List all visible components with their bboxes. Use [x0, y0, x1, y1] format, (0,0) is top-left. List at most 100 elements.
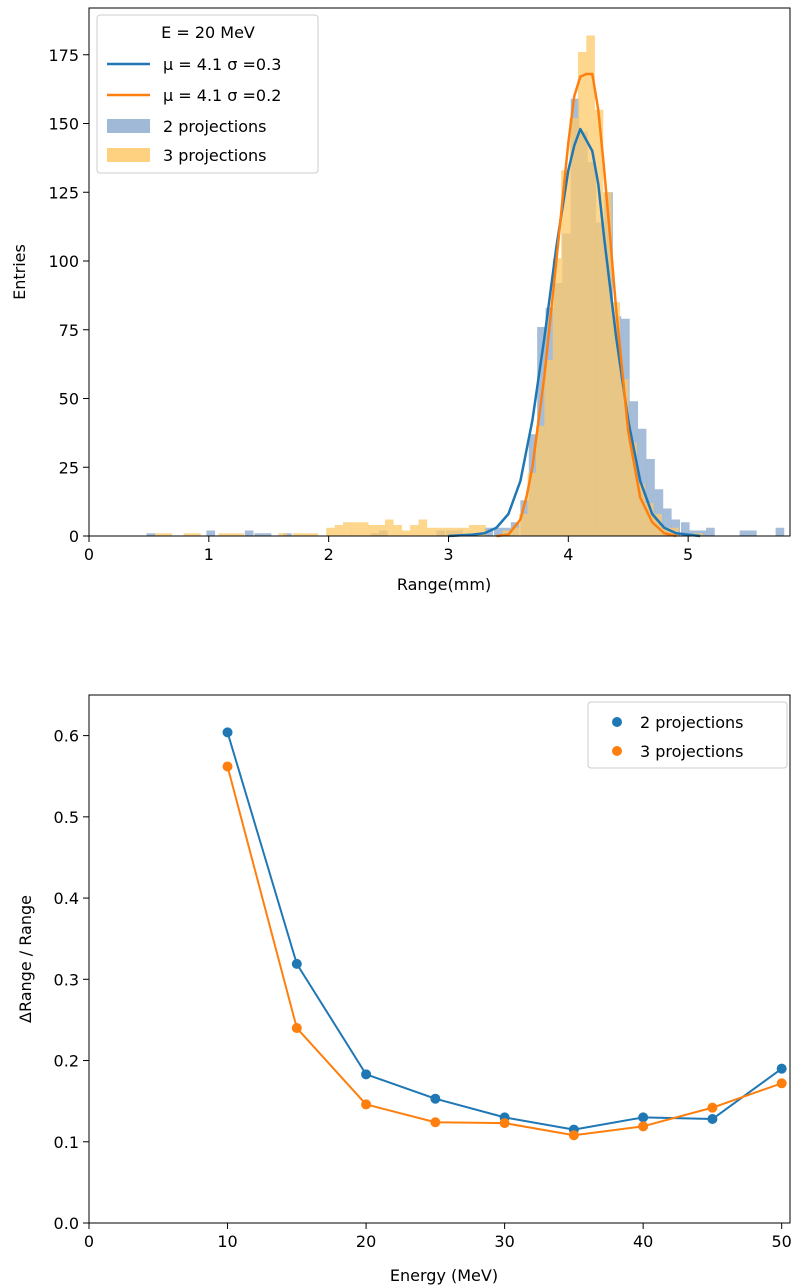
data-point-3proj — [222, 761, 233, 772]
hist-bar-3proj — [552, 258, 562, 536]
hist-bar-3proj — [611, 302, 621, 536]
hist-bar-2proj — [689, 530, 698, 536]
top-x-axis-label: Range(mm) — [397, 575, 491, 594]
y-tick-label: 50 — [59, 390, 79, 409]
y-tick-label: 0.1 — [54, 1133, 79, 1152]
hist-bar-2proj — [254, 533, 263, 536]
top-legend: E = 20 MeV μ = 4.1 σ =0.3 μ = 4.1 σ =0.2… — [96, 14, 319, 174]
hist-bar-3proj — [628, 442, 637, 536]
fit-line-sigma-03 — [448, 127, 701, 538]
data-point-3proj — [291, 1023, 302, 1034]
hist-bar-3proj — [443, 527, 453, 536]
series-line-2proj — [226, 732, 783, 1131]
bottom-x-ticks: 0 10 20 30 40 50 — [84, 1223, 791, 1251]
top-y-ticks: 0 25 50 75 100 125 150 175 — [48, 46, 89, 546]
hist-bar-3proj — [468, 525, 478, 536]
legend-swatch-2proj — [107, 119, 150, 133]
data-point-2proj — [707, 1114, 718, 1125]
hist-bar-3proj — [309, 533, 319, 536]
histogram-chart: 0 1 2 3 4 5 0 25 50 75 100 125 150 175 Range(mm) Ent… — [10, 7, 791, 594]
x-tick-label: 40 — [633, 1232, 653, 1251]
hist-bar-3proj — [292, 533, 302, 536]
y-tick-label: 175 — [48, 46, 79, 65]
y-tick-label: 125 — [48, 183, 79, 202]
hist-bar-3proj — [619, 379, 629, 536]
x-tick-label: 2 — [324, 545, 334, 564]
hist-bar-3proj — [569, 118, 579, 536]
top-y-axis-label: Entries — [10, 244, 29, 300]
data-point-2proj — [222, 727, 233, 738]
fit-line-sigma-02 — [496, 72, 677, 538]
hist-bar-3proj — [435, 527, 444, 536]
legend-swatch-3proj — [107, 148, 150, 162]
hist-bar-3proj — [594, 109, 604, 536]
bottom-x-axis-label: Energy (MeV) — [390, 1266, 498, 1285]
legend-label-3proj: 3 projections — [163, 146, 267, 165]
hist-bar-3proj — [502, 530, 512, 536]
y-tick-label: 100 — [48, 252, 79, 271]
y-tick-label: 75 — [59, 321, 79, 340]
hist-bar-3proj — [301, 533, 310, 536]
hist-bar-3proj — [384, 519, 394, 536]
hist-3-projections — [154, 35, 703, 536]
y-tick-label: 0.3 — [54, 970, 79, 989]
hist-bar-3proj — [154, 533, 164, 536]
x-tick-label: 20 — [356, 1232, 376, 1251]
legend-label-sigma-03: μ = 4.1 σ =0.3 — [163, 55, 281, 74]
x-tick-label: 30 — [494, 1232, 514, 1251]
bottom-legend-label-3proj: 3 projections — [640, 742, 744, 761]
bottom-legend-label-2proj: 2 projections — [640, 713, 744, 732]
hist-bar-3proj — [368, 525, 377, 536]
y-tick-label: 0.5 — [54, 808, 79, 827]
hist-bar-3proj — [586, 35, 595, 536]
bottom-y-ticks: 0.0 0.1 0.2 0.3 0.4 0.5 0.6 — [54, 727, 89, 1233]
hist-bar-3proj — [460, 527, 470, 536]
bottom-legend-box — [587, 701, 788, 769]
y-tick-label: 25 — [59, 458, 79, 477]
bottom-y-axis-label: ΔRange / Range — [16, 895, 35, 1023]
x-tick-label: 5 — [683, 545, 693, 564]
hist-bar-2proj — [706, 527, 715, 536]
hist-bar-3proj — [192, 533, 201, 536]
data-point-3proj — [638, 1121, 649, 1132]
hist-bar-2proj — [680, 522, 690, 536]
hist-bar-2proj — [739, 530, 749, 536]
hist-bar-3proj — [278, 533, 287, 536]
hist-bar-2proj — [206, 530, 216, 536]
hist-bar-2proj — [662, 508, 672, 536]
hist-bar-3proj — [418, 519, 428, 536]
legend-marker-2proj — [612, 717, 622, 727]
hist-bar-3proj — [410, 525, 419, 536]
data-point-3proj — [430, 1117, 441, 1128]
y-tick-label: 0.2 — [54, 1052, 79, 1071]
hist-bar-3proj — [343, 522, 352, 536]
hist-bar-2proj — [637, 428, 647, 536]
resolution-points — [222, 727, 787, 1141]
data-point-3proj — [776, 1078, 787, 1089]
y-tick-label: 0.6 — [54, 727, 79, 746]
hist-bar-3proj — [577, 52, 587, 536]
top-legend-title: E = 20 MeV — [161, 23, 255, 42]
hist-bar-3proj — [636, 483, 646, 536]
hist-bar-3proj — [477, 525, 486, 536]
hist-bar-3proj — [359, 522, 369, 536]
bottom-legend: 2 projections 3 projections — [587, 701, 788, 769]
hist-bar-3proj — [661, 527, 671, 536]
hist-bar-2proj — [494, 527, 503, 536]
data-point-3proj — [568, 1130, 579, 1141]
x-tick-label: 0 — [84, 545, 94, 564]
hist-bar-3proj — [351, 522, 361, 536]
x-tick-label: 0 — [84, 1232, 94, 1251]
bottom-plot-frame — [88, 694, 791, 1224]
hist-bar-2proj — [244, 530, 254, 536]
hist-bar-3proj — [326, 527, 335, 536]
legend-label-sigma-02: μ = 4.1 σ =0.2 — [163, 86, 281, 105]
x-tick-label: 50 — [772, 1232, 791, 1251]
data-point-2proj — [776, 1063, 787, 1074]
hist-bar-3proj — [653, 514, 663, 536]
top-plot-frame — [88, 7, 791, 537]
y-tick-label: 0.4 — [54, 889, 79, 908]
hist-bar-2proj — [654, 489, 664, 536]
series-line-3proj — [226, 766, 783, 1137]
